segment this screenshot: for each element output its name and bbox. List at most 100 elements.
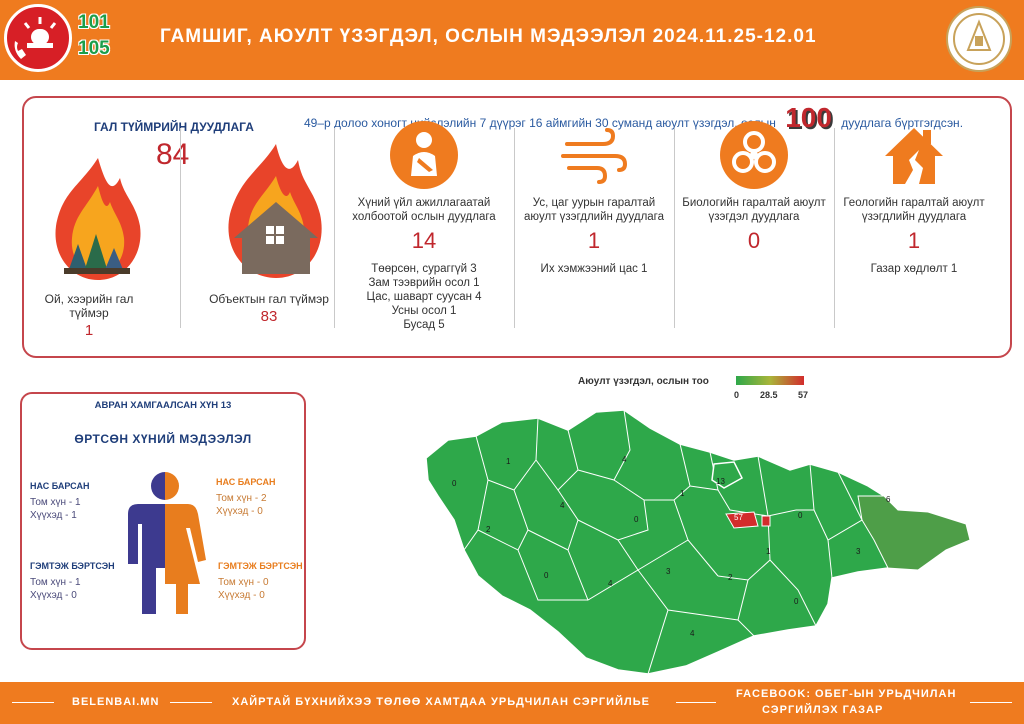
region-value: 13: [716, 477, 725, 486]
child-count: Хүүхэд - 0: [218, 590, 265, 601]
region-value: 3: [856, 547, 861, 556]
region-value: 2: [728, 573, 733, 582]
detail-line: Цас, шаварт суусан 4: [366, 291, 482, 303]
region-value: 2: [486, 525, 491, 534]
statistics-panel: 49–р долоо хоногт нийслэлийн 7 дүүрэг 16…: [22, 96, 1012, 358]
province-boundaries: [463, 409, 863, 675]
earthquake-house-icon: [885, 128, 943, 184]
region-value-capital: 57: [734, 513, 743, 522]
region-value: 6: [886, 495, 891, 504]
divider: [180, 128, 181, 328]
category-value: 1: [587, 228, 601, 253]
footer-rule: [170, 702, 212, 703]
object-fire-value: 83: [260, 308, 278, 325]
child-count: Хүүхэд - 0: [30, 590, 77, 601]
region-value: 3: [666, 567, 671, 576]
detail-line: Зам тээврийн осол 1: [368, 277, 480, 289]
detail-line: Их хэмжээний цас 1: [540, 263, 648, 275]
forest-fire-icon: [55, 158, 141, 280]
fire-calls-title: ГАЛ ТҮЙМРИЙН ДУУДЛАГА: [94, 120, 254, 134]
casualty-title: ӨРТСӨН ХҮНИЙ МЭДЭЭЛЭЛ: [74, 432, 252, 446]
region-value: 4: [690, 629, 695, 638]
adult-count: Том хүн - 2: [216, 493, 267, 504]
summary-text-after: дуудлага бүртгэгдсэн.: [841, 116, 964, 131]
map-legend-gradient: [736, 376, 804, 385]
legend-mid: 28.5: [760, 390, 778, 400]
region-value: 4: [608, 579, 613, 588]
region-value: 1: [506, 457, 511, 466]
region-ulaanbaatar-east[interactable]: [761, 515, 771, 527]
child-count: Хүүхэд - 0: [216, 506, 263, 517]
group-heading: НАС БАРСАН: [216, 477, 276, 487]
category-title: Ус, цаг уурын гаралтай аюулт үзэгдлийн д…: [523, 197, 665, 223]
adult-count: Том хүн - 1: [30, 497, 81, 508]
page-title: ГАМШИГ, АЮУЛТ ҮЗЭГДЭЛ, ОСЛЫН МЭДЭЭЛЭЛ 20…: [160, 26, 817, 47]
category-details: Төөрсөн, сураггүй 3 Зам тээврийн осол 1 …: [349, 262, 499, 332]
footer-banner: BELENBAI.MN ХАЙРТАЙ БҮХНИЙХЭЭ ТӨЛӨӨ ХАМТ…: [0, 682, 1024, 724]
footer-rule: [12, 702, 54, 703]
region-value: 1: [766, 547, 771, 556]
adult-count: Том хүн - 0: [218, 577, 269, 588]
fire-calls-total: 84: [156, 138, 190, 171]
category-title: Геологийн гаралтай аюулт үзэгдлийн дуудл…: [843, 197, 985, 223]
group-heading: НАС БАРСАН: [30, 481, 90, 491]
mongolia-choropleth-map[interactable]: 0 1 4 2 4 1 13 57 0 6 0 4 0 3 3 1 2 0 4: [418, 400, 978, 680]
region-value-labels: 0 1 4 2 4 1 13 57 0 6 0 4 0 3 3 1 2 0 4: [452, 455, 891, 638]
agency-emblem-icon: [946, 6, 1012, 72]
divider: [334, 128, 335, 328]
region-value: 4: [622, 455, 627, 464]
casualty-panel: АВРАН ХАМГААЛСАН ХҮН 13 ӨРТСӨН ХҮНИЙ МЭД…: [20, 392, 306, 650]
region-darkhan[interactable]: [711, 461, 743, 489]
injured-person-icon: [390, 121, 458, 189]
category-details: Газар хөдлөлт 1: [839, 262, 989, 276]
biohazard-icon: [720, 121, 788, 189]
male-injured: ГЭМТЭЖ БЭРТСЭН Том хүн - 1 Хүүхэд - 0: [30, 560, 115, 602]
female-injured: ГЭМТЭЖ БЭРТСЭН Том хүн - 0 Хүүхэд - 0: [218, 560, 303, 602]
detail-line: Газар хөдлөлт 1: [870, 263, 958, 275]
category-details: Их хэмжээний цас 1: [519, 262, 669, 276]
footer-facebook-line1[interactable]: FACEBOOK: ОБЕГ-ЫН УРЬДЧИЛАН: [736, 688, 957, 700]
footer-slogan: ХАЙРТАЙ БҮХНИЙХЭЭ ТӨЛӨӨ ХАМТДАА УРЬДЧИЛА…: [232, 696, 650, 708]
map-legend-title: Аюулт үзэгдэл, ослын тоо: [578, 376, 709, 387]
header-banner: 101 105 ГАМШИГ, АЮУЛТ ҮЗЭГДЭЛ, ОСЛЫН МЭД…: [0, 0, 1024, 80]
divider: [514, 128, 515, 328]
divider: [674, 128, 675, 328]
legend-max: 57: [798, 390, 809, 400]
male-female-figure-icon: [128, 472, 206, 614]
hotline-105: 105: [78, 38, 110, 59]
region-value: 0: [544, 571, 549, 580]
forest-fire-label: Ой, хээрийн гал түймэр: [44, 292, 134, 320]
footer-website-link[interactable]: BELENBAI.MN: [72, 696, 160, 708]
group-heading: ГЭМТЭЖ БЭРТСЭН: [30, 561, 115, 571]
category-value: 14: [411, 228, 437, 253]
category-weather: Ус, цаг уурын гаралтай аюулт үзэгдлийн д…: [519, 120, 669, 276]
category-value: 1: [907, 228, 921, 253]
emergency-alarm-icon: [4, 4, 72, 72]
footer-rule: [970, 702, 1012, 703]
category-value: 0: [747, 228, 761, 253]
category-geological: Геологийн гаралтай аюулт үзэгдлийн дуудл…: [839, 120, 989, 276]
summary-total: 100: [785, 102, 832, 133]
object-fire-label: Объектын гал түймэр: [209, 292, 329, 306]
detail-line: Усны осол 1: [391, 305, 457, 317]
region-value: 0: [794, 597, 799, 606]
adult-count: Том хүн - 1: [30, 577, 81, 588]
detail-line: Төөрсөн, сураггүй 3: [371, 263, 477, 275]
footer-facebook-line2[interactable]: СЭРГИЙЛЭХ ГАЗАР: [762, 704, 884, 716]
category-biological: Биологийн гаралтай аюулт үзэгдэл дуудлаг…: [679, 120, 829, 254]
detail-line: Бусад 5: [403, 319, 445, 331]
category-title: Биологийн гаралтай аюулт үзэгдэл дуудлаг…: [682, 197, 826, 223]
category-title: Хүний үйл ажиллагаатай холбоотой ослын д…: [352, 197, 496, 223]
region-value: 4: [560, 501, 565, 510]
divider: [834, 128, 835, 328]
forest-fire-value: 1: [84, 322, 94, 339]
female-deceased: НАС БАРСАН Том хүн - 2 Хүүхэд - 0: [216, 476, 275, 518]
region-value: 0: [798, 511, 803, 520]
rescued-count: АВРАН ХАМГААЛСАН ХҮН 13: [94, 400, 232, 411]
region-value: 0: [634, 515, 639, 524]
province-dornod[interactable]: [857, 495, 971, 571]
male-deceased: НАС БАРСАН Том хүн - 1 Хүүхэд - 1: [30, 480, 89, 522]
region-ulaanbaatar[interactable]: [725, 511, 759, 529]
wind-icon: [561, 128, 628, 184]
category-human-activity: Хүний үйл ажиллагаатай холбоотой ослын д…: [349, 120, 499, 332]
